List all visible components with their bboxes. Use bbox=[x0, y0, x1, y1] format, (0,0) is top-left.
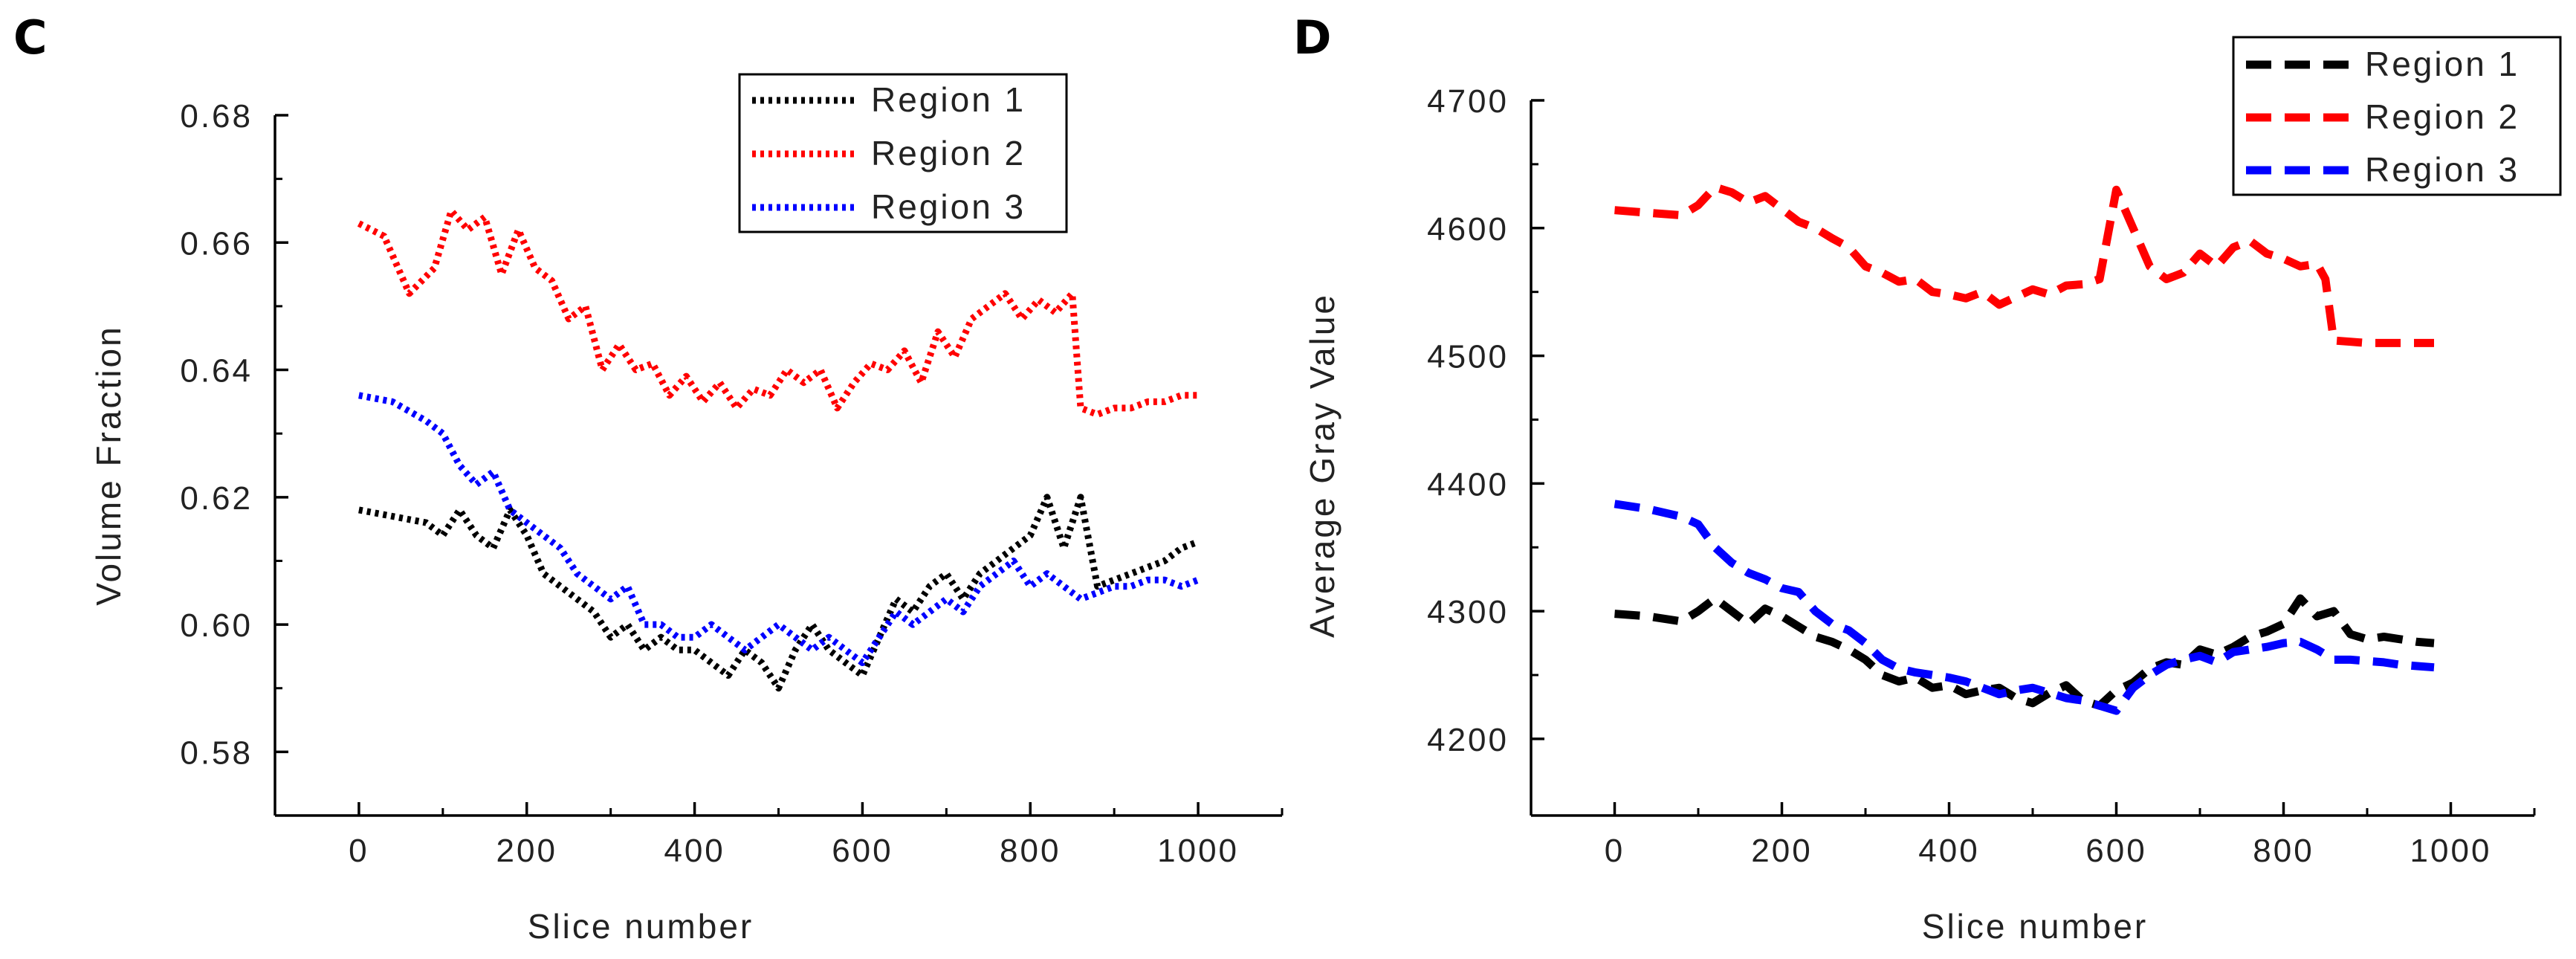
panel-c-y-tick-label: 0.68 bbox=[180, 98, 253, 135]
panel-d-series-region-1 bbox=[1614, 594, 2435, 710]
panel-c-series-region-3 bbox=[358, 392, 1200, 666]
panel-c-x-tick-label: 400 bbox=[664, 833, 725, 869]
panel-c-legend-label-region-2: Region 2 bbox=[871, 134, 1026, 172]
panel-c-x-tick-label: 800 bbox=[1000, 833, 1061, 869]
panel-d: D 0 200 400 600 800 1000 4200 4300 4400 4500 4600… bbox=[1293, 10, 2562, 946]
panel-d-y-tick-label: 4300 bbox=[1427, 594, 1509, 630]
panel-d-legend-label-region-3: Region 3 bbox=[2365, 150, 2520, 189]
panel-d-x-axis-title: Slice number bbox=[1922, 907, 2148, 946]
panel-d-series bbox=[1614, 183, 2435, 715]
panel-c-y-ticks: 0.58 0.60 0.62 0.64 0.66 0.68 bbox=[180, 98, 288, 771]
panel-c-legend: Region 1 Region 2 Region 3 bbox=[738, 73, 1068, 233]
panel-c-x-tick-label: 1000 bbox=[1157, 833, 1239, 869]
panel-d-y-tick-label: 4600 bbox=[1427, 211, 1509, 248]
panel-d-y-axis-title: Average Gray Value bbox=[1303, 293, 1342, 638]
panel-c-x-axis-title: Slice number bbox=[528, 907, 754, 946]
panel-c-y-tick-label: 0.64 bbox=[180, 353, 253, 390]
panel-c-y-tick-label: 0.58 bbox=[180, 734, 253, 771]
panel-d-y-tick-label: 4200 bbox=[1427, 722, 1509, 758]
panel-d-y-ticks: 4200 4300 4400 4500 4600 4700 bbox=[1427, 83, 1544, 758]
panel-d-legend-label-region-2: Region 2 bbox=[2365, 97, 2520, 136]
panel-c-y-tick-label: 0.60 bbox=[180, 607, 253, 644]
panel-d-y-tick-label: 4400 bbox=[1427, 466, 1509, 503]
panel-c-x-tick-label: 0 bbox=[349, 833, 369, 869]
panel-d-x-tick-label: 400 bbox=[1918, 833, 1979, 869]
panel-d-x-ticks: 0 200 400 600 800 1000 bbox=[1530, 802, 2536, 869]
panel-d-y-tick-label: 4700 bbox=[1427, 83, 1509, 120]
panel-c-x-tick-label: 200 bbox=[496, 833, 557, 869]
panel-c-series-region-1 bbox=[358, 494, 1200, 692]
panel-c-y-axis-title: Volume Fraction bbox=[89, 325, 128, 605]
panel-c: C 0 200 400 600 800 1000 0.58 0.60 0.62 0.64 0.66… bbox=[13, 10, 1284, 946]
panel-c-y-tick-label: 0.66 bbox=[180, 225, 253, 262]
panel-d-x-tick-label: 200 bbox=[1751, 833, 1812, 869]
panel-c-x-ticks: 0 200 400 600 800 1000 bbox=[274, 802, 1284, 869]
panel-c-series-region-2 bbox=[357, 207, 1199, 418]
panel-d-x-tick-label: 0 bbox=[1605, 833, 1625, 869]
panel-c-letter: C bbox=[13, 10, 48, 65]
panel-c-legend-label-region-1: Region 1 bbox=[871, 80, 1026, 119]
panel-c-series bbox=[357, 207, 1200, 692]
panel-d-series-region-3 bbox=[1614, 500, 2435, 715]
panel-d-x-tick-label: 600 bbox=[2085, 833, 2146, 869]
panel-d-x-tick-label: 800 bbox=[2253, 833, 2314, 869]
panel-c-legend-label-region-3: Region 3 bbox=[871, 187, 1026, 226]
panel-d-letter: D bbox=[1293, 10, 1331, 65]
panel-c-y-tick-label: 0.62 bbox=[180, 480, 253, 517]
panel-d-legend-label-region-1: Region 1 bbox=[2365, 45, 2520, 83]
panel-d-series-region-2 bbox=[1614, 183, 2434, 347]
panel-c-x-tick-label: 600 bbox=[832, 833, 893, 869]
panel-d-x-tick-label: 1000 bbox=[2410, 833, 2492, 869]
panel-d-legend: Region 1 Region 2 Region 3 bbox=[2232, 36, 2562, 196]
panel-d-y-tick-label: 4500 bbox=[1427, 339, 1509, 375]
